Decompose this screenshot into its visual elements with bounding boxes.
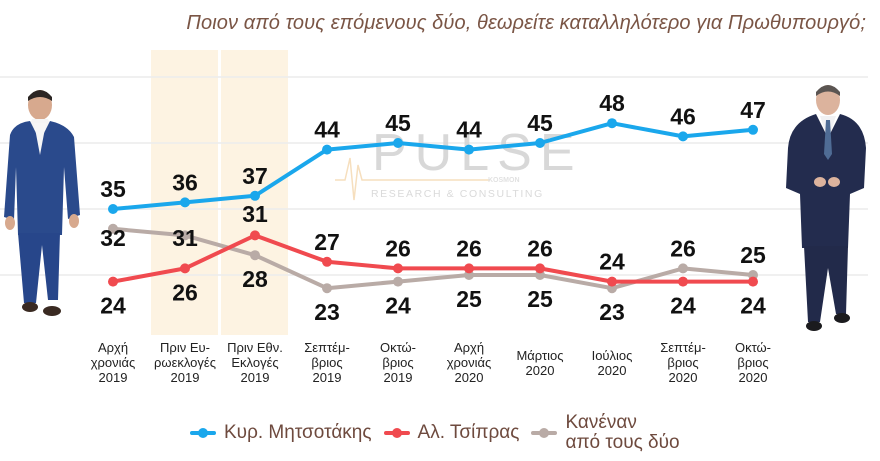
data-label: 26 <box>456 235 482 261</box>
data-label: 28 <box>242 266 268 292</box>
data-point[interactable] <box>393 138 403 148</box>
chart-title: Ποιον από τους επόμενους δύο, θεωρείτε κ… <box>186 12 866 34</box>
data-label: 32 <box>100 225 126 251</box>
legend-item-tsipras[interactable]: Αλ. Τσίπρας <box>383 422 520 443</box>
data-label: 44 <box>314 117 340 143</box>
mitsotakis-photo <box>780 78 870 334</box>
data-point[interactable] <box>108 276 118 287</box>
data-label: 24 <box>599 249 625 275</box>
data-point[interactable] <box>250 250 260 261</box>
data-point[interactable] <box>535 263 545 274</box>
data-label: 24 <box>740 293 766 319</box>
legend-label: Αλ. Τσίπρας <box>417 422 520 443</box>
data-label: 26 <box>527 235 553 261</box>
data-point[interactable] <box>108 223 118 234</box>
x-axis-label: Μάρτιος 2020 <box>516 348 564 378</box>
data-label: 24 <box>670 293 696 319</box>
data-label: 46 <box>670 103 696 129</box>
legend-marker-icon <box>531 427 558 439</box>
data-point[interactable] <box>535 138 545 148</box>
x-axis-label: Αρχή χρονιάς 2019 <box>90 340 136 385</box>
data-label: 44 <box>456 117 482 143</box>
data-label: 24 <box>385 293 411 319</box>
svg-text:KOSMON: KOSMON <box>488 177 520 184</box>
highlight-column <box>151 50 218 335</box>
data-label: 36 <box>172 169 198 195</box>
data-point[interactable] <box>464 263 474 274</box>
data-label: 47 <box>740 97 766 123</box>
data-point[interactable] <box>180 263 190 274</box>
data-label: 27 <box>314 229 340 255</box>
legend-label: Κυρ. Μητσοτάκης <box>224 422 372 443</box>
legend-item-neither[interactable]: Κανέναν από τους δύο <box>531 412 680 453</box>
data-label: 48 <box>599 90 625 116</box>
data-label: 25 <box>527 286 553 312</box>
data-point[interactable] <box>678 131 688 142</box>
data-label: 31 <box>242 201 268 227</box>
x-axis-label: Οκτώ- βριος 2019 <box>379 340 417 385</box>
data-point[interactable] <box>180 197 190 208</box>
data-label: 23 <box>599 299 625 325</box>
data-point[interactable] <box>393 276 403 287</box>
data-point[interactable] <box>678 276 688 287</box>
legend-label: Κανέναν από τους δύο <box>565 412 680 453</box>
x-axis-label: Οκτώ- βριος 2020 <box>734 340 772 385</box>
x-axis-label: Πριν Ευ- ρωεκλογές 2019 <box>154 340 216 385</box>
data-point[interactable] <box>250 230 260 241</box>
svg-text:RESEARCH & CONSULTING: RESEARCH & CONSULTING <box>371 188 544 200</box>
data-label: 26 <box>670 235 696 261</box>
data-point[interactable] <box>393 263 403 274</box>
data-point[interactable] <box>678 263 688 274</box>
legend: Κυρ. Μητσοτάκης Αλ. Τσίπρας Κανέναν από … <box>190 410 692 456</box>
data-point[interactable] <box>748 124 758 135</box>
svg-text:PULSE: PULSE <box>372 124 583 182</box>
tsipras-photo <box>2 85 84 320</box>
data-point[interactable] <box>607 118 617 129</box>
x-axis-label: Αρχή χρονιάς 2020 <box>446 340 492 385</box>
data-label: 26 <box>172 279 198 305</box>
data-label: 24 <box>100 293 126 319</box>
data-point[interactable] <box>322 144 332 155</box>
data-point[interactable] <box>322 283 332 294</box>
data-label: 35 <box>100 176 126 202</box>
data-point[interactable] <box>108 204 118 214</box>
data-label: 45 <box>385 110 411 136</box>
data-label: 23 <box>314 299 340 325</box>
legend-marker-icon <box>383 427 410 439</box>
legend-marker-icon <box>190 427 216 439</box>
data-point[interactable] <box>607 276 617 287</box>
data-point[interactable] <box>748 276 758 287</box>
x-axis-label: Σεπτέμ- βριος 2019 <box>304 340 350 385</box>
data-label: 31 <box>172 225 198 251</box>
x-axis-label: Ιούλιος 2020 <box>591 348 633 378</box>
x-axis-label: Σεπτέμ- βριος 2020 <box>660 340 706 385</box>
series-line <box>112 226 754 291</box>
data-label: 25 <box>740 242 766 268</box>
data-label: 25 <box>456 286 482 312</box>
data-point[interactable] <box>322 256 332 267</box>
data-label: 26 <box>385 235 411 261</box>
legend-item-mitsotakis[interactable]: Κυρ. Μητσοτάκης <box>190 423 372 443</box>
series-line <box>112 233 753 284</box>
data-point[interactable] <box>464 144 474 155</box>
x-axis-label: Πριν Εθν. Εκλογές 2019 <box>227 340 283 385</box>
data-label: 37 <box>242 163 268 189</box>
data-label: 45 <box>527 110 553 136</box>
series-line <box>112 121 754 211</box>
data-point[interactable] <box>180 230 190 241</box>
data-point[interactable] <box>250 190 260 201</box>
